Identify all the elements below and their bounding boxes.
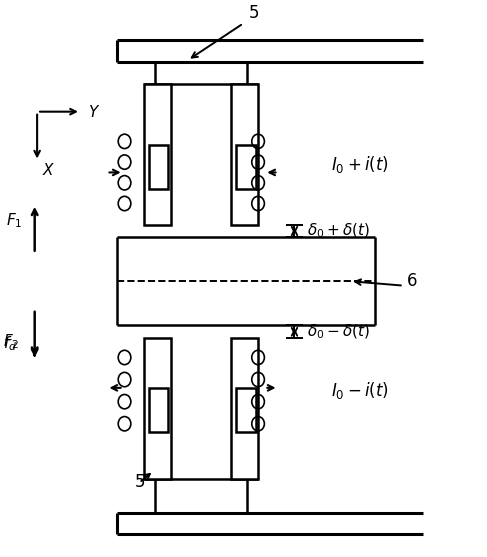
Bar — [231, 338, 258, 479]
Bar — [144, 84, 170, 225]
Bar — [236, 145, 256, 189]
Text: $f_d$: $f_d$ — [3, 334, 17, 353]
Bar — [236, 388, 256, 432]
Text: $F_1$: $F_1$ — [5, 211, 22, 230]
Bar — [144, 338, 170, 479]
Text: $5$: $5$ — [248, 4, 259, 22]
Text: $I_0-i(t)$: $I_0-i(t)$ — [331, 380, 389, 401]
Text: $X$: $X$ — [42, 162, 56, 178]
Text: $6$: $6$ — [406, 272, 418, 290]
Text: $\delta_0+\delta(t)$: $\delta_0+\delta(t)$ — [307, 222, 370, 240]
Text: $Y$: $Y$ — [88, 104, 100, 120]
Text: $F_2$: $F_2$ — [3, 333, 19, 351]
Bar — [149, 388, 168, 432]
Text: $5$: $5$ — [133, 473, 145, 491]
Bar — [149, 145, 168, 189]
Text: $I_0+i(t)$: $I_0+i(t)$ — [331, 154, 389, 175]
Bar — [231, 84, 258, 225]
Text: $\delta_0-\delta(t)$: $\delta_0-\delta(t)$ — [307, 323, 370, 341]
